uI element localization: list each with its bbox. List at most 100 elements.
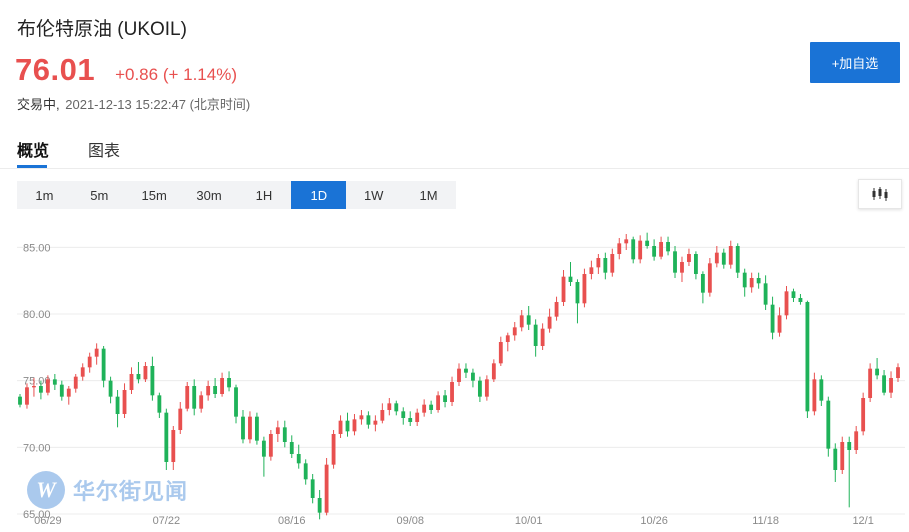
- tab-overview[interactable]: 概览: [17, 143, 50, 160]
- candle: [631, 236, 636, 264]
- candle-body: [178, 408, 183, 430]
- price-row: 76.01 +0.86 (+ 1.14%): [15, 52, 237, 88]
- candle: [896, 363, 900, 382]
- candle: [819, 375, 824, 406]
- chart-type-button[interactable]: [858, 179, 902, 209]
- candle: [519, 310, 524, 332]
- candle: [742, 268, 747, 297]
- candle-body: [282, 427, 287, 442]
- active-tab-indicator: [17, 165, 47, 168]
- candle: [408, 411, 413, 426]
- candle: [94, 343, 99, 365]
- candle: [324, 458, 329, 516]
- candle: [66, 386, 71, 405]
- candle-body: [868, 368, 873, 398]
- candle: [115, 390, 120, 428]
- y-axis-labels: 65.00 70.00 75.00 80.00 85.00: [23, 242, 51, 521]
- candle: [387, 398, 392, 416]
- candle-body: [714, 252, 719, 264]
- candle-body: [422, 404, 427, 413]
- candle: [429, 400, 434, 414]
- interval-selector: 1m 5m 15m 30m 1H 1D 1W 1M: [17, 181, 456, 209]
- candle-body: [108, 380, 113, 397]
- candle: [575, 279, 580, 324]
- candle-body: [833, 448, 838, 470]
- candle: [714, 246, 719, 268]
- interval-1mo[interactable]: 1M: [419, 187, 438, 203]
- candle-body: [38, 386, 43, 393]
- candle: [366, 411, 371, 429]
- tab-chart[interactable]: 图表: [88, 143, 121, 160]
- candle-body: [645, 240, 650, 246]
- interval-1h[interactable]: 1H: [255, 187, 273, 203]
- candle-body: [666, 242, 670, 252]
- interval-30m[interactable]: 30m: [196, 187, 222, 203]
- interval-5m[interactable]: 5m: [90, 187, 109, 203]
- add-to-watchlist-button[interactable]: +加自选: [810, 42, 900, 83]
- candle-body: [241, 416, 245, 440]
- candle: [826, 396, 831, 457]
- candle: [227, 371, 231, 392]
- watermark: W 华尔街见闻: [27, 471, 188, 509]
- candle-body: [157, 395, 162, 413]
- candle: [666, 236, 670, 256]
- candle-body: [32, 386, 36, 388]
- candle: [199, 391, 204, 413]
- candle-body: [471, 372, 475, 381]
- candle-body: [136, 374, 141, 380]
- candle: [673, 246, 677, 278]
- candle: [512, 322, 517, 341]
- candle-body: [331, 434, 336, 465]
- candle: [73, 374, 78, 393]
- tab-bar: 概览 图表: [0, 130, 909, 169]
- candle-body: [94, 348, 99, 357]
- candle-body: [303, 463, 308, 480]
- candle-body: [735, 246, 740, 273]
- candle: [317, 490, 322, 520]
- candle: [248, 411, 252, 444]
- candle: [275, 420, 280, 442]
- candle: [568, 262, 573, 286]
- timestamp: 2021-12-13 15:22:47 (北京时间): [65, 97, 251, 112]
- candle-body: [255, 416, 259, 441]
- candle-body: [380, 410, 385, 421]
- candle: [310, 474, 315, 504]
- candle-body: [443, 395, 447, 402]
- interval-1m[interactable]: 1m: [35, 187, 54, 203]
- candle: [840, 436, 845, 474]
- candle-body: [554, 302, 559, 317]
- candle: [756, 272, 761, 289]
- candle: [122, 383, 127, 418]
- interval-1d[interactable]: 1D: [291, 181, 347, 209]
- interval-1w[interactable]: 1W: [363, 187, 384, 203]
- interval-15m[interactable]: 15m: [141, 187, 167, 203]
- candle: [589, 260, 594, 280]
- candle: [101, 346, 106, 388]
- candle-body: [310, 479, 315, 498]
- candle-body: [491, 363, 496, 380]
- candle-body: [457, 368, 461, 382]
- candle: [331, 430, 336, 469]
- candle-body: [115, 396, 120, 414]
- trading-status: 交易中, 2021-12-13 15:22:47 (北京时间): [17, 94, 250, 113]
- candle: [178, 402, 183, 434]
- candle: [59, 380, 64, 401]
- candle: [359, 410, 364, 425]
- price-chart[interactable]: 65.00 70.00 75.00 80.00 85.00 06/29 07/22 08/1…: [17, 222, 905, 527]
- candle: [296, 444, 301, 469]
- candle: [18, 394, 22, 408]
- candle: [582, 268, 587, 308]
- candle-body: [401, 411, 406, 418]
- candle-body: [18, 396, 22, 405]
- candle: [680, 256, 684, 282]
- candle: [289, 435, 294, 458]
- y-tick-label: 80.00: [23, 309, 51, 321]
- candle: [875, 358, 880, 380]
- candle: [477, 376, 482, 402]
- candle-body: [505, 335, 510, 342]
- candle: [457, 363, 461, 386]
- candle-body: [889, 378, 893, 393]
- x-tick-label: 12/1: [852, 515, 873, 527]
- candle-body: [436, 395, 441, 410]
- candles: [18, 232, 900, 520]
